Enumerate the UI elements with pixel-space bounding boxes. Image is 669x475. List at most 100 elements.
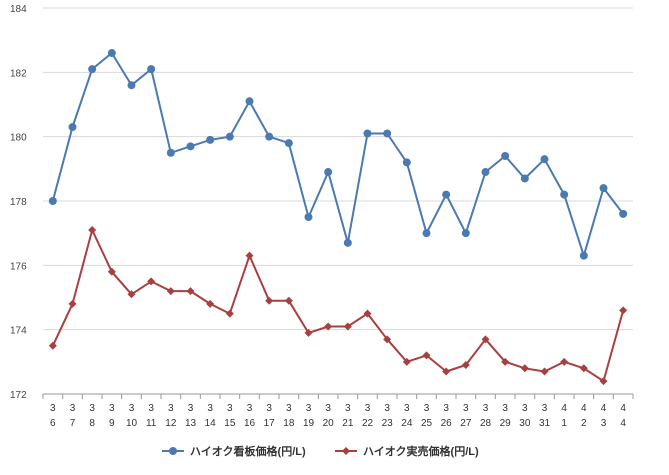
data-point-series-2 [186, 287, 195, 296]
x-tick-label-month: 3 [168, 403, 174, 414]
series [48, 49, 628, 386]
data-point-series-1 [520, 174, 529, 183]
axes: 1721741761781801821843637383931031131231… [10, 4, 634, 429]
x-tick-label-month: 3 [286, 403, 292, 414]
x-tick-label-day: 20 [323, 418, 335, 429]
data-point-series-1 [186, 142, 195, 151]
x-tick-label-day: 16 [244, 418, 256, 429]
data-point-series-2 [48, 341, 57, 350]
data-point-series-1 [245, 97, 254, 106]
x-tick-label-day: 27 [460, 418, 472, 429]
x-tick-label-month: 4 [601, 403, 607, 414]
x-tick-label-month: 3 [129, 403, 135, 414]
data-point-series-1 [560, 190, 569, 199]
data-point-series-1 [324, 168, 333, 177]
series-line-1 [51, 52, 624, 257]
x-tick-label-day: 24 [401, 418, 413, 429]
x-tick-label-day: 30 [519, 418, 531, 429]
data-point-series-2 [363, 309, 372, 318]
data-point-series-1 [206, 135, 215, 144]
legend: ハイオク看板価格(円/L) ハイオク実売価格(円/L) [162, 444, 479, 458]
data-point-series-2 [166, 287, 175, 296]
legend-label-2: ハイオク実売価格(円/L) [363, 444, 479, 458]
data-point-series-1 [501, 151, 510, 160]
data-point-series-1 [127, 81, 136, 90]
x-tick-label-day: 18 [283, 418, 295, 429]
x-tick-label-month: 4 [581, 403, 587, 414]
x-tick-label-day: 21 [342, 418, 354, 429]
x-tick-label-day: 23 [382, 418, 394, 429]
x-tick-label-month: 3 [345, 403, 351, 414]
data-point-series-2 [147, 277, 156, 286]
data-point-series-2 [402, 357, 411, 366]
data-point-series-1 [68, 123, 77, 132]
data-point-series-1 [107, 49, 116, 58]
y-tick-label: 174 [10, 326, 27, 337]
data-point-series-2 [225, 309, 234, 318]
x-tick-label-month: 3 [207, 403, 213, 414]
x-tick-label-day: 4 [620, 418, 626, 429]
x-tick-label-day: 15 [224, 418, 236, 429]
legend-marker-2 [342, 447, 350, 455]
x-tick-label-month: 3 [70, 403, 76, 414]
data-point-series-1 [422, 229, 431, 238]
data-point-series-1 [88, 65, 97, 74]
data-point-series-1 [540, 155, 549, 164]
x-tick-label-day: 28 [480, 418, 492, 429]
x-tick-label-month: 3 [109, 403, 115, 414]
x-tick-label-day: 13 [185, 418, 197, 429]
data-point-series-2 [560, 357, 569, 366]
data-point-series-2 [579, 364, 588, 373]
x-tick-label-day: 17 [264, 418, 276, 429]
y-tick-label: 172 [10, 390, 27, 401]
y-tick-label: 182 [10, 68, 27, 79]
x-tick-label-month: 3 [188, 403, 194, 414]
data-point-series-2 [265, 296, 274, 305]
data-point-series-2 [481, 335, 490, 344]
x-tick-label-month: 4 [620, 403, 626, 414]
x-tick-label-day: 10 [126, 418, 138, 429]
x-tick-label-month: 3 [50, 403, 56, 414]
y-tick-label: 178 [10, 197, 27, 208]
x-tick-label-day: 12 [165, 418, 177, 429]
x-tick-label-month: 3 [365, 403, 371, 414]
x-tick-label-day: 3 [601, 418, 607, 429]
data-point-series-1 [284, 139, 293, 148]
x-tick-label-month: 3 [542, 403, 548, 414]
x-tick-label-month: 3 [483, 403, 489, 414]
x-tick-label-month: 3 [148, 403, 154, 414]
x-tick-label-day: 25 [421, 418, 433, 429]
data-point-series-2 [206, 299, 215, 308]
data-point-series-1 [265, 132, 274, 141]
x-tick-label-month: 3 [463, 403, 469, 414]
y-tick-label: 176 [10, 261, 27, 272]
x-tick-label-day: 22 [362, 418, 374, 429]
data-point-series-2 [501, 357, 510, 366]
data-point-series-2 [88, 225, 97, 234]
data-point-series-1 [442, 190, 451, 199]
x-tick-label-month: 3 [247, 403, 253, 414]
x-tick-label-day: 2 [581, 418, 587, 429]
x-tick-label-month: 3 [404, 403, 410, 414]
x-tick-label-day: 31 [539, 418, 551, 429]
data-point-series-1 [225, 132, 234, 141]
x-tick-label-day: 19 [303, 418, 315, 429]
data-point-series-2 [619, 306, 628, 315]
data-point-series-2 [343, 322, 352, 331]
x-tick-label-month: 3 [306, 403, 312, 414]
data-point-series-1 [363, 129, 372, 138]
x-tick-label-month: 3 [424, 403, 430, 414]
data-point-series-2 [383, 335, 392, 344]
x-tick-label-month: 3 [522, 403, 528, 414]
data-point-series-2 [304, 328, 313, 337]
data-point-series-2 [245, 251, 254, 260]
x-tick-label-month: 3 [89, 403, 95, 414]
data-point-series-2 [599, 377, 608, 386]
x-tick-label-month: 3 [502, 403, 508, 414]
data-point-series-2 [422, 351, 431, 360]
gridlines [43, 7, 633, 331]
data-point-series-1 [599, 184, 608, 193]
legend-marker-1 [169, 447, 177, 455]
